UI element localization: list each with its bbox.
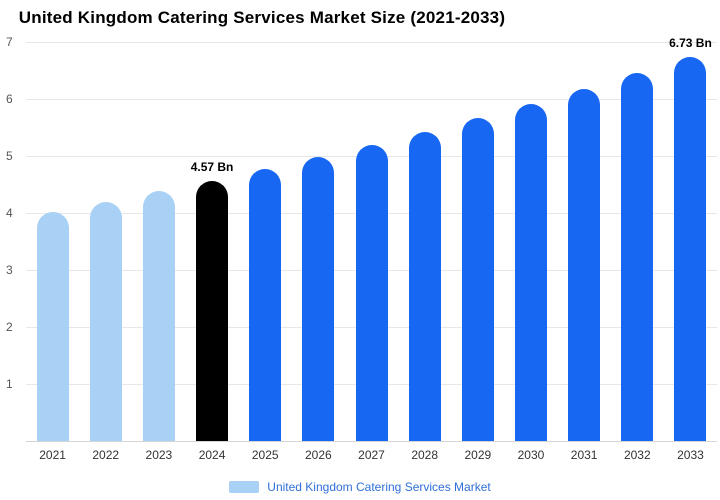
bar-2024 <box>196 180 229 441</box>
y-tick-label: 5 <box>6 149 13 163</box>
bar-value-label-2033: 6.73 Bn <box>669 36 712 51</box>
bar-slot-2030 <box>504 42 557 441</box>
y-tick-label: 1 <box>6 377 13 391</box>
bar-2031 <box>568 88 601 441</box>
bar-slot-2027 <box>345 42 398 441</box>
x-tick-label-2024: 2024 <box>198 448 226 462</box>
bar-slot-2028 <box>398 42 451 441</box>
y-tick-label: 2 <box>6 320 13 334</box>
bar-slot-2024: 4.57 Bn <box>185 42 238 441</box>
bars-group: 4.57 Bn 6.73 Bn <box>26 36 717 441</box>
x-tick-label-2026: 2026 <box>305 448 332 462</box>
x-tick-label-2033: 2033 <box>677 448 704 462</box>
x-tick-label-2031: 2031 <box>570 448 598 462</box>
bar-2025 <box>249 169 282 441</box>
bar-2021 <box>36 212 69 441</box>
y-tick-label: 6 <box>6 92 13 106</box>
bar-slot-2031 <box>558 42 611 441</box>
gridline <box>26 42 717 43</box>
x-tick-label-2021: 2021 <box>39 448 66 462</box>
legend: United Kingdom Catering Services Market <box>0 479 720 495</box>
bar-slot-2021 <box>26 42 79 441</box>
x-tick-label-2028: 2028 <box>411 448 439 462</box>
x-tick-label-2027: 2027 <box>358 448 385 462</box>
x-tick-label-2029: 2029 <box>464 448 492 462</box>
bar-slot-2025 <box>239 42 292 441</box>
bar-2033 <box>674 57 707 441</box>
bar-slot-2032 <box>611 42 664 441</box>
plot-area: 1 2 3 4 5 6 7 4.57 Bn 6.73 Bn <box>6 35 717 442</box>
x-tick-label-2032: 2032 <box>623 448 651 462</box>
bar-value-label-2024: 4.57 Bn <box>190 159 234 174</box>
legend-label: United Kingdom Catering Services Market <box>267 480 491 494</box>
y-tick-label: 4 <box>6 206 13 220</box>
x-tick-label-2025: 2025 <box>251 448 279 462</box>
chart-title: United Kingdom Catering Services Market … <box>18 8 506 27</box>
y-tick-label: 7 <box>6 35 13 49</box>
bar-2027 <box>355 144 388 441</box>
bar-2032 <box>621 73 654 441</box>
bar-slot-2026 <box>292 42 345 441</box>
x-axis-labels: 2021 2022 2023 2024 2025 2026 2027 2028 2029 2030… <box>26 448 717 464</box>
gridline <box>26 99 717 100</box>
legend-swatch <box>229 481 260 493</box>
bar-slot-2029 <box>451 42 504 441</box>
bar-slot-2022 <box>79 42 132 441</box>
x-tick-label-2030: 2030 <box>517 448 545 462</box>
bar-2030 <box>514 103 547 441</box>
bar-2029 <box>461 117 494 441</box>
bar-slot-2023 <box>132 42 185 441</box>
bar-2023 <box>142 191 175 441</box>
x-tick-label-2023: 2023 <box>145 448 173 462</box>
bar-2022 <box>89 202 122 441</box>
bar-slot-2033: 6.73 Bn <box>664 36 717 441</box>
x-tick-label-2022: 2022 <box>92 448 120 462</box>
bar-2028 <box>408 131 441 441</box>
y-tick-label: 3 <box>6 263 13 277</box>
bar-2026 <box>302 157 335 441</box>
